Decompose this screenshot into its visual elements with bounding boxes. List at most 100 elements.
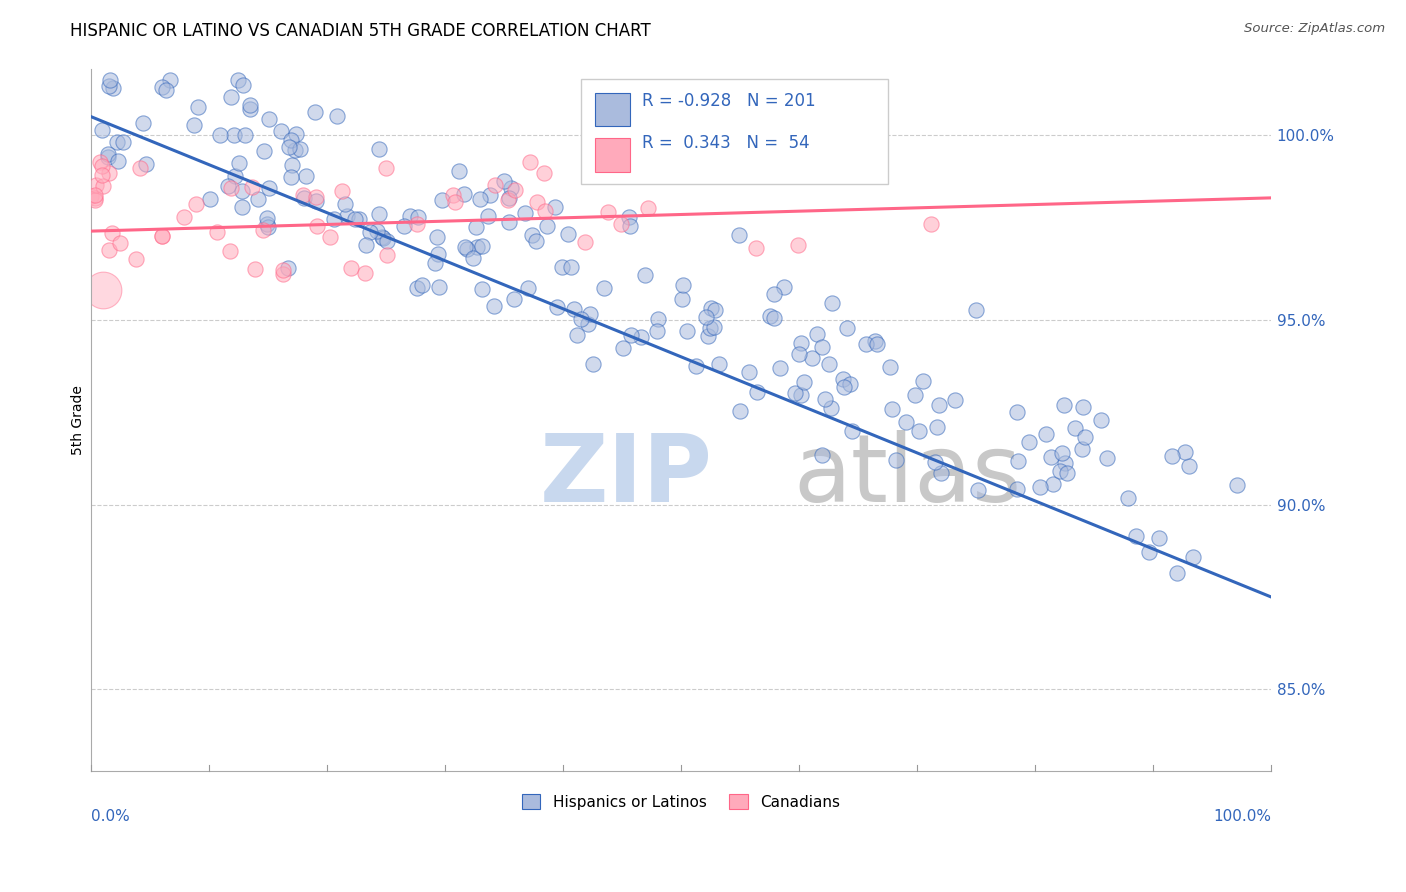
Point [786, 238, 808, 252]
Point [231, 200, 253, 214]
Point [1226, 478, 1249, 492]
Point [492, 173, 515, 187]
Point [359, 225, 381, 239]
Point [1018, 434, 1040, 449]
Point [865, 334, 887, 348]
Point [1064, 421, 1087, 435]
Point [411, 277, 433, 292]
Point [793, 375, 815, 389]
Point [745, 242, 768, 256]
Point [1178, 458, 1201, 473]
Point [745, 384, 768, 399]
Point [471, 282, 494, 296]
Point [150, 79, 173, 94]
Point [246, 192, 269, 206]
Point [703, 302, 725, 317]
Point [471, 239, 494, 253]
Point [89, 155, 111, 169]
Point [520, 227, 543, 242]
Point [224, 169, 246, 183]
Point [832, 372, 855, 386]
Point [187, 100, 209, 114]
Point [323, 211, 346, 226]
Point [98, 166, 121, 180]
Text: atlas: atlas [793, 430, 1021, 522]
Point [1166, 566, 1188, 580]
Point [565, 328, 588, 343]
Point [240, 179, 263, 194]
Point [253, 145, 276, 159]
Point [207, 226, 229, 240]
Point [633, 268, 655, 283]
Point [325, 109, 347, 123]
Point [217, 179, 239, 194]
Point [224, 128, 246, 142]
Point [1116, 491, 1139, 506]
Point [1174, 445, 1197, 459]
Point [503, 292, 526, 306]
Point [1125, 529, 1147, 543]
Point [305, 190, 328, 204]
Point [1139, 544, 1161, 558]
Point [398, 209, 420, 223]
Point [432, 193, 454, 207]
Point [769, 360, 792, 375]
Point [285, 127, 308, 141]
Point [288, 142, 311, 156]
Point [453, 187, 475, 202]
Point [375, 248, 398, 262]
Point [1056, 467, 1078, 481]
Text: 0.0%: 0.0% [91, 809, 129, 824]
Point [477, 209, 499, 223]
Point [98, 244, 121, 258]
Point [292, 188, 315, 202]
Point [671, 292, 693, 306]
Point [257, 112, 280, 126]
Point [920, 217, 942, 231]
Point [498, 215, 520, 229]
Point [239, 103, 262, 117]
Point [183, 118, 205, 132]
Point [762, 310, 785, 325]
Point [367, 142, 389, 156]
Point [896, 416, 918, 430]
Point [441, 188, 464, 202]
Point [707, 357, 730, 371]
Point [536, 219, 558, 233]
Point [330, 185, 353, 199]
Point [501, 181, 523, 195]
Point [221, 89, 243, 103]
Point [1050, 445, 1073, 459]
Point [155, 83, 177, 97]
Point [820, 401, 842, 416]
Point [647, 312, 669, 326]
Point [233, 128, 256, 142]
Point [135, 157, 157, 171]
Point [699, 320, 721, 334]
Point [173, 210, 195, 224]
Point [533, 204, 555, 219]
Point [453, 240, 475, 254]
FancyBboxPatch shape [595, 138, 630, 172]
Point [574, 235, 596, 249]
Point [637, 201, 659, 215]
Point [728, 403, 751, 417]
Point [772, 279, 794, 293]
Point [256, 211, 278, 226]
Point [513, 205, 536, 219]
Point [375, 235, 398, 249]
Point [91, 283, 114, 297]
Point [456, 242, 478, 256]
Point [80, 189, 103, 203]
Point [1149, 531, 1171, 545]
Point [672, 278, 695, 293]
Text: 100.0%: 100.0% [1213, 809, 1271, 824]
Point [759, 309, 782, 323]
Point [884, 453, 907, 467]
Point [811, 449, 834, 463]
Point [1007, 454, 1029, 468]
Point [347, 211, 370, 226]
Point [97, 150, 120, 164]
Point [375, 161, 398, 176]
Point [478, 188, 501, 202]
